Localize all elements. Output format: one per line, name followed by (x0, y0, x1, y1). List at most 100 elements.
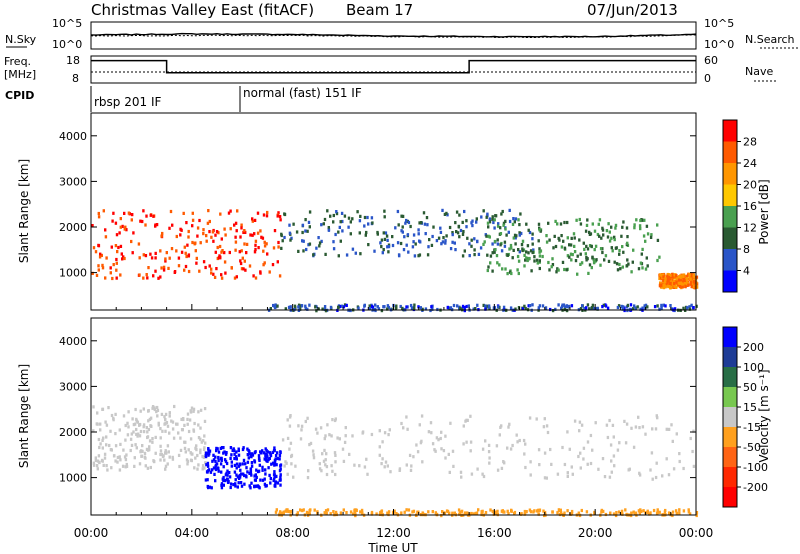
data-cell (94, 250, 98, 254)
data-cell (245, 242, 249, 246)
data-cell (506, 253, 509, 257)
data-cell (426, 223, 429, 227)
data-cell (179, 233, 182, 237)
data-cell (505, 233, 508, 237)
data-cell (146, 466, 150, 470)
data-cell (239, 481, 243, 485)
data-cell (560, 245, 564, 249)
data-cell (261, 478, 265, 482)
data-cell (254, 243, 257, 247)
data-cell (196, 467, 199, 471)
data-cell (656, 238, 660, 242)
data-cell (164, 429, 167, 433)
y-tick-label: 1000 (59, 267, 87, 280)
data-cell (338, 225, 341, 229)
data-cell (570, 512, 574, 516)
data-cell (550, 462, 553, 466)
data-cell (374, 303, 377, 307)
data-cell (146, 430, 149, 434)
data-cell (191, 240, 194, 245)
data-cell (187, 253, 191, 257)
data-cell (527, 257, 531, 261)
data-cell (326, 423, 329, 427)
data-cell (133, 456, 136, 460)
data-cell (599, 263, 602, 267)
data-cell (442, 449, 446, 453)
data-cell (649, 511, 652, 515)
data-cell (443, 212, 447, 216)
data-cell (304, 218, 307, 222)
data-cell (537, 306, 540, 310)
data-cell (576, 272, 579, 276)
data-cell (116, 460, 119, 464)
data-cell (399, 304, 402, 309)
data-cell (444, 434, 447, 438)
data-cell (266, 210, 269, 215)
data-cell (598, 218, 602, 222)
data-cell (465, 219, 468, 223)
data-cell (538, 508, 541, 513)
x-tick-label: 08:00 (275, 526, 310, 540)
data-cell (164, 464, 168, 468)
data-cell (257, 454, 261, 458)
data-cell (499, 243, 502, 247)
data-cell (341, 447, 345, 451)
data-cell (444, 456, 447, 460)
data-cell (613, 235, 616, 239)
data-cell (563, 267, 566, 272)
data-cell (203, 407, 207, 411)
data-cell (468, 254, 471, 258)
data-cell (222, 465, 225, 469)
data-cell (187, 448, 190, 452)
data-cell (324, 463, 327, 467)
data-cell (222, 475, 225, 480)
data-cell (566, 474, 569, 478)
data-cell (208, 264, 211, 268)
data-cell (205, 463, 208, 467)
data-cell (306, 476, 310, 480)
data-cell (273, 229, 277, 233)
data-cell (304, 419, 307, 424)
data-cell (203, 434, 206, 438)
data-cell (97, 215, 101, 219)
data-cell (300, 424, 304, 428)
data-cell (659, 275, 663, 280)
data-cell (142, 407, 145, 411)
data-cell (306, 416, 309, 420)
data-cell (135, 446, 138, 450)
data-cell (202, 260, 206, 264)
data-cell (272, 303, 275, 308)
colorbar-tick-label: 16 (743, 200, 757, 213)
data-cell (582, 446, 586, 450)
data-cell (461, 232, 465, 236)
data-cell (682, 306, 685, 310)
data-cell (484, 307, 487, 311)
data-cell (373, 249, 376, 253)
data-cell (186, 417, 189, 421)
velocity-colorbar-label: Velocity [m s⁻¹] (757, 369, 771, 462)
data-cell (199, 408, 203, 412)
data-cell (439, 226, 442, 230)
data-cell (675, 432, 678, 436)
data-cell (126, 433, 130, 437)
data-cell (99, 422, 102, 426)
data-cell (204, 461, 207, 465)
data-cell (533, 259, 536, 263)
data-cell (650, 233, 653, 237)
data-cell (305, 247, 308, 252)
data-cell (604, 304, 608, 308)
data-cell (233, 463, 237, 467)
data-cell (283, 464, 286, 468)
data-cell (245, 466, 248, 470)
data-cell (538, 254, 542, 258)
x-tick-label: 04:00 (175, 526, 210, 540)
data-cell (470, 221, 473, 225)
data-cell (381, 251, 384, 255)
data-cell (410, 464, 413, 468)
data-cell (125, 464, 129, 468)
data-cell (577, 511, 580, 515)
data-cell (141, 444, 144, 448)
data-cell (639, 218, 642, 223)
data-cell (580, 423, 584, 427)
data-cell (497, 305, 500, 309)
